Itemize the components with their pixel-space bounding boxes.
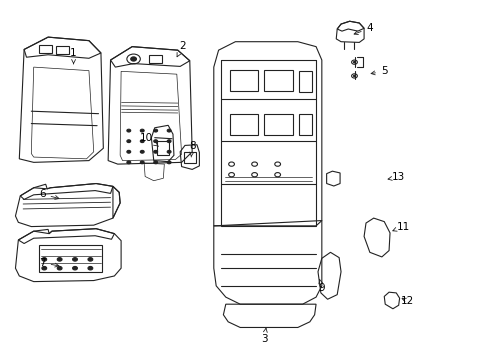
Text: 10: 10 <box>140 133 158 146</box>
Circle shape <box>127 150 131 153</box>
Circle shape <box>127 140 131 143</box>
Text: 12: 12 <box>401 296 414 306</box>
Circle shape <box>154 150 158 153</box>
Circle shape <box>88 258 93 261</box>
Text: 9: 9 <box>318 279 325 293</box>
Bar <box>230 114 258 135</box>
Text: 7: 7 <box>39 258 59 268</box>
Circle shape <box>73 258 77 261</box>
Circle shape <box>42 258 47 261</box>
Circle shape <box>353 75 355 77</box>
Circle shape <box>127 129 131 132</box>
Circle shape <box>131 57 137 61</box>
Circle shape <box>73 266 77 270</box>
Circle shape <box>140 161 144 164</box>
Bar <box>40 245 102 272</box>
Circle shape <box>140 150 144 153</box>
Bar <box>264 114 293 135</box>
Text: 5: 5 <box>371 66 388 76</box>
Bar <box>39 45 52 53</box>
Text: 1: 1 <box>70 48 77 64</box>
Circle shape <box>42 266 47 270</box>
Bar <box>184 153 196 163</box>
Text: 3: 3 <box>261 328 268 344</box>
Circle shape <box>167 150 171 153</box>
Circle shape <box>154 129 158 132</box>
Bar <box>230 70 258 91</box>
Circle shape <box>154 161 158 164</box>
Circle shape <box>88 266 93 270</box>
Text: 8: 8 <box>189 141 196 157</box>
Bar <box>299 114 312 135</box>
Circle shape <box>127 161 131 164</box>
Circle shape <box>154 140 158 143</box>
Text: 4: 4 <box>354 23 373 35</box>
Circle shape <box>57 258 62 261</box>
Bar <box>149 55 162 63</box>
Text: 11: 11 <box>393 221 410 231</box>
Circle shape <box>353 62 355 63</box>
Circle shape <box>140 129 144 132</box>
Circle shape <box>140 140 144 143</box>
Bar <box>299 71 312 92</box>
Circle shape <box>167 140 171 143</box>
Text: 6: 6 <box>39 189 59 199</box>
Bar <box>157 141 169 154</box>
Bar <box>264 70 293 91</box>
Text: 2: 2 <box>177 41 186 57</box>
Circle shape <box>167 161 171 164</box>
Text: 13: 13 <box>388 172 405 182</box>
Circle shape <box>167 129 171 132</box>
Bar <box>56 46 69 54</box>
Circle shape <box>57 266 62 270</box>
